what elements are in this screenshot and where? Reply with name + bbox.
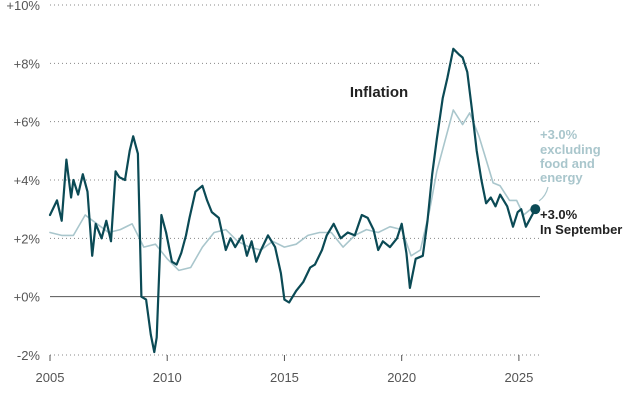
gridlines	[50, 4, 540, 356]
y-tick-label: -2%	[17, 348, 41, 363]
headline-annotation-line-2: In September	[540, 222, 622, 237]
core-annotation-line-2: excluding	[540, 142, 601, 157]
y-tick-label: +6%	[14, 115, 41, 130]
x-tick-label: 2025	[504, 370, 533, 385]
x-tick-label: 2015	[270, 370, 299, 385]
y-axis-tick-labels: -2% +0% +2% +4% +6% +8% +10%	[6, 0, 40, 363]
x-tick-label: 2005	[36, 370, 65, 385]
series-lines	[48, 47, 541, 354]
headline-inflation-line	[48, 47, 537, 354]
core-annotation: +3.0% excluding food and energy	[538, 127, 601, 202]
y-tick-label: +2%	[14, 231, 41, 246]
x-tick-label: 2020	[387, 370, 416, 385]
headline-endpoint-marker	[530, 204, 541, 215]
y-tick-label: +0%	[14, 290, 41, 305]
core-inflation-line	[49, 109, 537, 272]
headline-annotation: +3.0% In September	[540, 207, 622, 237]
x-axis-tick-labels: 2005 2010 2015 2020 2025	[36, 355, 533, 385]
headline-annotation-line-1: +3.0%	[540, 207, 578, 222]
core-annotation-line-4: energy	[540, 170, 583, 185]
y-tick-label: +8%	[14, 56, 41, 71]
x-tick-label: 2010	[153, 370, 182, 385]
y-tick-label: +10%	[6, 0, 40, 13]
core-annotation-line-3: food and	[540, 156, 595, 171]
y-tick-label: +4%	[14, 173, 41, 188]
chart-title: Inflation	[350, 84, 408, 101]
core-annotation-pointer	[538, 186, 549, 202]
core-annotation-line-1: +3.0%	[540, 127, 578, 142]
